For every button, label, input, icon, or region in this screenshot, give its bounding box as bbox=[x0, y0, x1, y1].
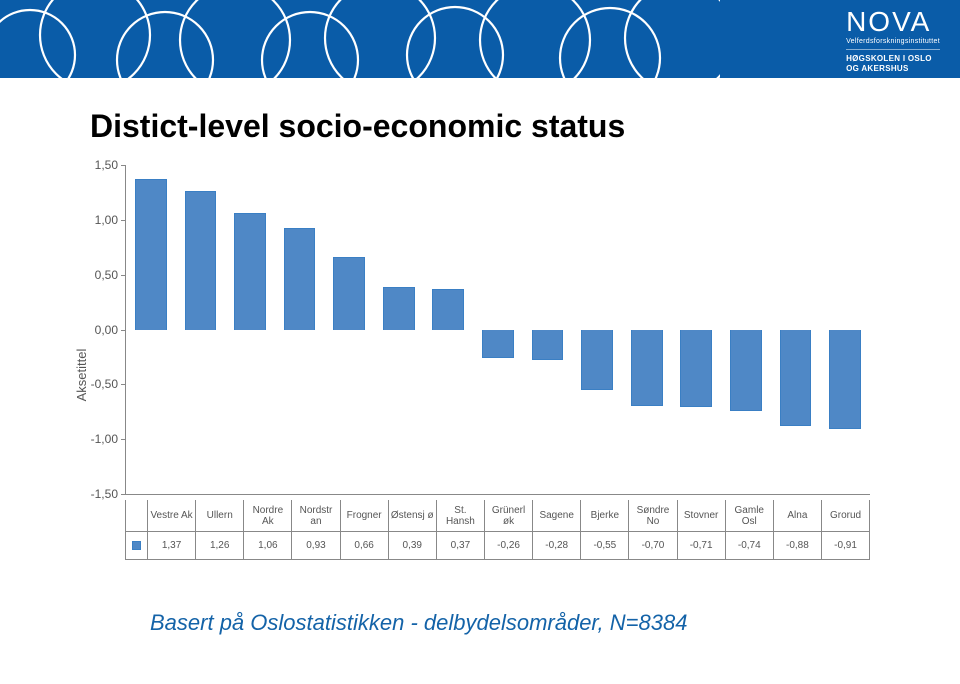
legend-category-label: Alna bbox=[774, 500, 822, 531]
legend-category-label: Bjerke bbox=[581, 500, 629, 531]
bar-slot bbox=[225, 165, 275, 494]
bar-slot bbox=[572, 165, 622, 494]
bar-slot bbox=[126, 165, 176, 494]
bar-slot bbox=[622, 165, 672, 494]
logo-text: NOVA bbox=[846, 8, 940, 36]
bar bbox=[631, 330, 663, 407]
bars-container bbox=[126, 165, 870, 494]
y-tick-label: 0,00 bbox=[95, 323, 118, 337]
legend-category-label: Nordstr an bbox=[292, 500, 340, 531]
legend-category-label: Vestre Ak bbox=[148, 500, 196, 531]
page-title: Distict-level socio-economic status bbox=[90, 108, 910, 145]
bar-slot bbox=[771, 165, 821, 494]
bar bbox=[135, 179, 167, 329]
y-tick-label: -1,50 bbox=[91, 487, 118, 501]
bar bbox=[532, 330, 564, 361]
content-area: Distict-level socio-economic status Akse… bbox=[0, 78, 960, 646]
legend-category-value: -0,91 bbox=[822, 532, 870, 559]
bar-slot bbox=[672, 165, 722, 494]
y-tick-label: 1,50 bbox=[95, 158, 118, 172]
bar bbox=[730, 330, 762, 411]
legend-category-value: 0,39 bbox=[389, 532, 437, 559]
legend-key-blank bbox=[126, 500, 148, 531]
bar bbox=[185, 191, 217, 329]
bar-slot bbox=[374, 165, 424, 494]
legend-category-value: 1,26 bbox=[196, 532, 244, 559]
legend-category-label: Østensj ø bbox=[389, 500, 437, 531]
y-tick-label: -0,50 bbox=[91, 377, 118, 391]
footer-caption: Basert på Oslostatistikken - delbydelsom… bbox=[150, 610, 910, 636]
chart-container: Aksetittel 1,501,000,500,00-0,50-1,00-1,… bbox=[70, 165, 890, 585]
bar-slot bbox=[523, 165, 573, 494]
legend-category-label: Sagene bbox=[533, 500, 581, 531]
legend-category-value: 1,06 bbox=[244, 532, 292, 559]
legend-category-value: 0,37 bbox=[437, 532, 485, 559]
legend-category-value: -0,88 bbox=[774, 532, 822, 559]
legend-category-value: -0,28 bbox=[533, 532, 581, 559]
legend-values-cells: 1,371,261,060,930,660,390,37-0,26-0,28-0… bbox=[148, 532, 870, 559]
y-axis-label: Aksetittel bbox=[74, 349, 89, 402]
legend-category-label: Nordre Ak bbox=[244, 500, 292, 531]
logo-sub2-l2: OG AKERSHUS bbox=[846, 64, 909, 73]
legend-category-label: Søndre No bbox=[629, 500, 677, 531]
bar-slot bbox=[176, 165, 226, 494]
bar bbox=[680, 330, 712, 408]
legend-category-value: -0,74 bbox=[726, 532, 774, 559]
chart-plot: 1,501,000,500,00-0,50-1,00-1,50 bbox=[125, 165, 870, 495]
logo-sub2-l1: HØGSKOLEN I OSLO bbox=[846, 54, 932, 63]
legend-category-label: Gamle Osl bbox=[726, 500, 774, 531]
legend-category-label: Grorud bbox=[822, 500, 870, 531]
series-color-swatch bbox=[132, 541, 141, 550]
legend-category-value: -0,71 bbox=[678, 532, 726, 559]
header-band: NOVA Velferdsforskningsinstituttet HØGSK… bbox=[0, 0, 960, 78]
logo-block: NOVA Velferdsforskningsinstituttet HØGSK… bbox=[846, 8, 940, 75]
legend-category-label: Ullern bbox=[196, 500, 244, 531]
bar-slot bbox=[820, 165, 870, 494]
bar bbox=[581, 330, 613, 390]
bar bbox=[234, 213, 266, 329]
legend-category-label: Stovner bbox=[678, 500, 726, 531]
legend-category-value: -0,55 bbox=[581, 532, 629, 559]
legend-category-label: Frogner bbox=[341, 500, 389, 531]
logo-subtitle-2: HØGSKOLEN I OSLO OG AKERSHUS bbox=[846, 54, 940, 75]
legend-series-marker bbox=[126, 532, 148, 559]
legend-category-value: 1,37 bbox=[148, 532, 196, 559]
bar-slot bbox=[721, 165, 771, 494]
bar bbox=[482, 330, 514, 359]
y-tick-label: 1,00 bbox=[95, 213, 118, 227]
bar-slot bbox=[275, 165, 325, 494]
logo-subtitle-1: Velferdsforskningsinstituttet bbox=[846, 38, 940, 50]
legend-header-row: Vestre AkUllernNordre AkNordstr anFrogne… bbox=[126, 500, 870, 532]
legend-labels-row: Vestre AkUllernNordre AkNordstr anFrogne… bbox=[148, 500, 870, 531]
y-tick-mark bbox=[121, 494, 126, 495]
bar-slot bbox=[424, 165, 474, 494]
bar-slot bbox=[473, 165, 523, 494]
header-decoration bbox=[0, 0, 720, 78]
legend-values-row: 1,371,261,060,930,660,390,37-0,26-0,28-0… bbox=[126, 532, 870, 560]
legend-category-value: -0,26 bbox=[485, 532, 533, 559]
bar bbox=[383, 287, 415, 330]
legend-category-value: 0,66 bbox=[341, 532, 389, 559]
y-tick-label: -1,00 bbox=[91, 432, 118, 446]
bar bbox=[333, 257, 365, 329]
legend-category-value: 0,93 bbox=[292, 532, 340, 559]
y-tick-label: 0,50 bbox=[95, 268, 118, 282]
bar bbox=[432, 289, 464, 330]
bar-slot bbox=[324, 165, 374, 494]
bar bbox=[284, 228, 316, 330]
legend-category-value: -0,70 bbox=[629, 532, 677, 559]
bar bbox=[829, 330, 861, 430]
legend-table: Vestre AkUllernNordre AkNordstr anFrogne… bbox=[125, 500, 870, 560]
legend-category-label: St. Hansh bbox=[437, 500, 485, 531]
legend-category-label: Grünerl øk bbox=[485, 500, 533, 531]
bar bbox=[780, 330, 812, 427]
